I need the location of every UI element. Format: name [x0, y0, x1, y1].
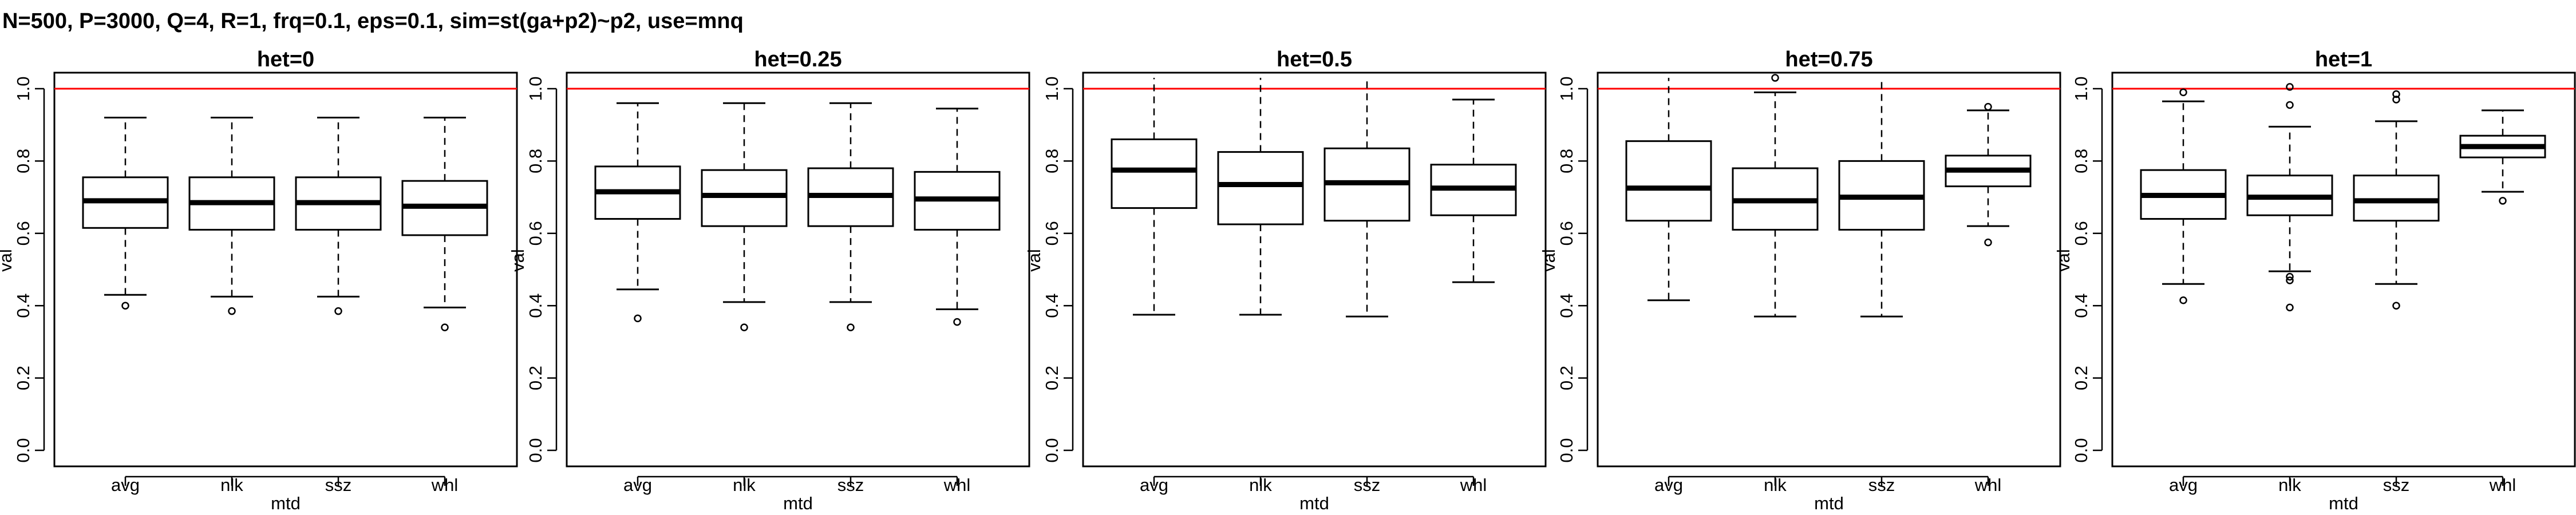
- box: [1111, 138, 1198, 209]
- y-tick-label: 0.6: [13, 221, 33, 245]
- y-tick-label: 0.0: [526, 438, 546, 462]
- x-tick-label: avg: [1654, 475, 1683, 495]
- outlier-point: [1771, 74, 1779, 82]
- plot-frame: [53, 72, 518, 468]
- x-tick-label: whl: [943, 475, 971, 495]
- x-tick-label: avg: [623, 475, 652, 495]
- outlier-point: [2286, 272, 2294, 281]
- outlier-point: [2392, 302, 2400, 310]
- x-tick-label: nlk: [733, 475, 756, 495]
- outlier-point: [1984, 238, 1992, 247]
- plot-frame: [1082, 72, 1547, 468]
- y-tick-label: 0.6: [526, 221, 546, 245]
- y-tick-label: 1.0: [13, 76, 33, 101]
- panel-title: het=0.25: [754, 47, 841, 72]
- x-tick-label: avg: [2169, 475, 2198, 495]
- plot-frame: [1597, 72, 2061, 468]
- y-tick-label: 0.0: [2071, 438, 2091, 462]
- y-tick-label: 0.2: [1556, 366, 1577, 390]
- outlier-point: [2286, 101, 2294, 109]
- y-axis-label: val: [0, 249, 15, 272]
- x-tick-label: ssz: [2383, 475, 2410, 495]
- x-axis-label: mtd: [783, 493, 813, 513]
- y-tick-label: 0.8: [526, 149, 546, 173]
- panel-title: het=1: [2315, 47, 2372, 72]
- x-tick-label: ssz: [837, 475, 864, 495]
- y-tick-label: 0.0: [13, 438, 33, 462]
- x-tick-label: nlk: [220, 475, 243, 495]
- x-tick-label: ssz: [1354, 475, 1381, 495]
- plot-frame: [566, 72, 1030, 468]
- y-tick-label: 0.4: [1556, 294, 1577, 318]
- plot-frame: [2111, 72, 2576, 468]
- x-tick-label: whl: [1974, 475, 2002, 495]
- outlier-point: [2392, 90, 2400, 98]
- outlier-point: [2179, 88, 2187, 97]
- y-tick-label: 0.0: [1556, 438, 1577, 462]
- x-tick-label: nlk: [1764, 475, 1787, 495]
- y-tick-label: 0.8: [2071, 149, 2091, 173]
- y-tick-label: 0.0: [1042, 438, 1062, 462]
- outlier-point: [634, 314, 642, 323]
- panel-title: het=0.75: [1785, 47, 1872, 72]
- x-axis-label: mtd: [271, 493, 301, 513]
- box: [1625, 140, 1712, 222]
- y-tick-label: 0.4: [13, 294, 33, 318]
- outlier-point: [1984, 102, 1992, 111]
- box: [701, 169, 788, 227]
- y-tick-label: 0.4: [526, 294, 546, 318]
- y-axis-label: val: [508, 249, 528, 272]
- y-tick-label: 0.8: [1042, 149, 1062, 173]
- outlier-point: [2286, 83, 2294, 91]
- outlier-point: [847, 323, 855, 331]
- y-axis-label: val: [2053, 249, 2073, 272]
- y-tick-label: 1.0: [526, 76, 546, 101]
- outlier-point: [2499, 197, 2507, 205]
- y-tick-label: 1.0: [1042, 76, 1062, 101]
- y-tick-label: 0.6: [1556, 221, 1577, 245]
- outlier-point: [334, 307, 342, 315]
- y-axis-label: val: [1024, 249, 1044, 272]
- x-tick-label: nlk: [1249, 475, 1272, 495]
- x-tick-label: nlk: [2278, 475, 2301, 495]
- y-tick-label: 1.0: [2071, 76, 2091, 101]
- panel-title: het=0.5: [1277, 47, 1352, 72]
- y-tick-label: 0.6: [2071, 221, 2091, 245]
- outlier-point: [2392, 96, 2400, 104]
- y-tick-label: 1.0: [1556, 76, 1577, 101]
- outlier-point: [2286, 276, 2294, 284]
- y-tick-label: 0.2: [13, 366, 33, 390]
- outlier-point: [2179, 296, 2187, 304]
- y-tick-label: 0.8: [13, 149, 33, 173]
- x-tick-label: whl: [431, 475, 459, 495]
- y-tick-label: 0.4: [1042, 294, 1062, 318]
- chart-title: N=500, P=3000, Q=4, R=1, frq=0.1, eps=0.…: [2, 9, 744, 33]
- outlier-point: [740, 323, 748, 331]
- y-tick-label: 0.2: [1042, 366, 1062, 390]
- x-tick-label: whl: [1460, 475, 1487, 495]
- x-axis-label: mtd: [1299, 493, 1329, 513]
- y-tick-label: 0.2: [2071, 366, 2091, 390]
- x-tick-label: ssz: [325, 475, 352, 495]
- y-tick-label: 0.4: [2071, 294, 2091, 318]
- panel-title: het=0: [257, 47, 314, 72]
- outlier-point: [441, 323, 449, 331]
- x-tick-label: whl: [2489, 475, 2516, 495]
- x-axis-label: mtd: [2329, 493, 2358, 513]
- box: [2353, 175, 2440, 222]
- outlier-point: [2286, 303, 2294, 312]
- box: [1217, 151, 1304, 225]
- y-tick-label: 0.6: [1042, 221, 1062, 245]
- x-tick-label: avg: [1140, 475, 1168, 495]
- y-tick-label: 0.2: [526, 366, 546, 390]
- y-tick-label: 0.8: [1556, 149, 1577, 173]
- y-axis-label: val: [1539, 249, 1559, 272]
- x-tick-label: ssz: [1868, 475, 1895, 495]
- outlier-point: [121, 302, 129, 310]
- outlier-point: [228, 307, 236, 315]
- x-axis-label: mtd: [1814, 493, 1844, 513]
- x-tick-label: avg: [111, 475, 140, 495]
- outlier-point: [953, 318, 961, 326]
